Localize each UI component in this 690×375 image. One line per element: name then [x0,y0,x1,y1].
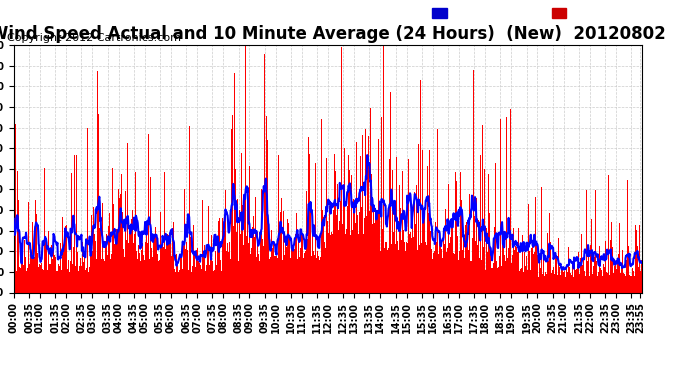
Text: Copyright 2012 Cartronics.com: Copyright 2012 Cartronics.com [7,33,181,43]
Title: Wind Speed Actual and 10 Minute Average (24 Hours)  (New)  20120802: Wind Speed Actual and 10 Minute Average … [0,26,666,44]
Legend: 10 Min Avg (mph), Wind (mph): 10 Min Avg (mph), Wind (mph) [429,5,637,21]
